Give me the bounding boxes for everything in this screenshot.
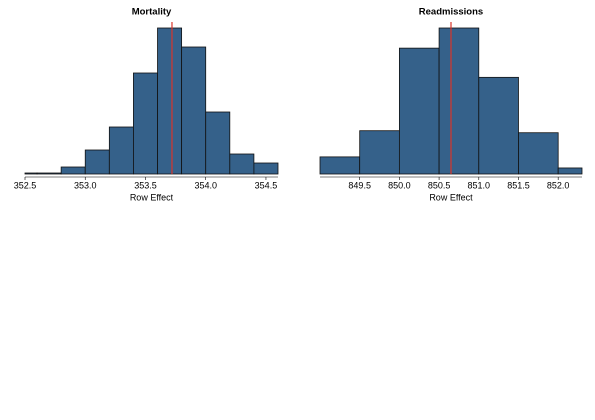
bar [181,46,207,175]
bar [359,130,400,175]
bar [60,166,86,175]
x-tick-label: 353.5 [134,180,157,190]
x-axis-label: Row Effect [130,192,174,202]
bar [157,27,183,175]
x-tick-label: 354.5 [255,180,278,190]
bar [478,76,519,175]
bar [205,111,231,175]
x-tick-label: 851.5 [507,180,530,190]
bar [84,149,110,175]
bar [36,172,62,175]
x-tick-label: 354.0 [194,180,217,190]
bar [253,162,279,175]
bar [518,132,559,175]
x-tick-label: 850.0 [388,180,411,190]
x-tick-label: 852.0 [547,180,570,190]
bar [229,153,255,175]
x-axis-label: Row Effect [429,192,473,202]
chart-title: Mortality [132,7,172,18]
bar [398,47,440,175]
bar [24,172,38,175]
bar [133,72,158,175]
x-tick-label: 353.0 [74,180,97,190]
bar [108,126,134,175]
x-tick-label: 849.5 [348,180,371,190]
bar [557,167,583,175]
bar [319,156,361,175]
bar [438,27,480,175]
x-tick-label: 352.5 [14,180,37,190]
x-tick-label: 850.5 [428,180,451,190]
chart-title: Readmissions [419,7,483,18]
x-tick-label: 851.0 [468,180,491,190]
